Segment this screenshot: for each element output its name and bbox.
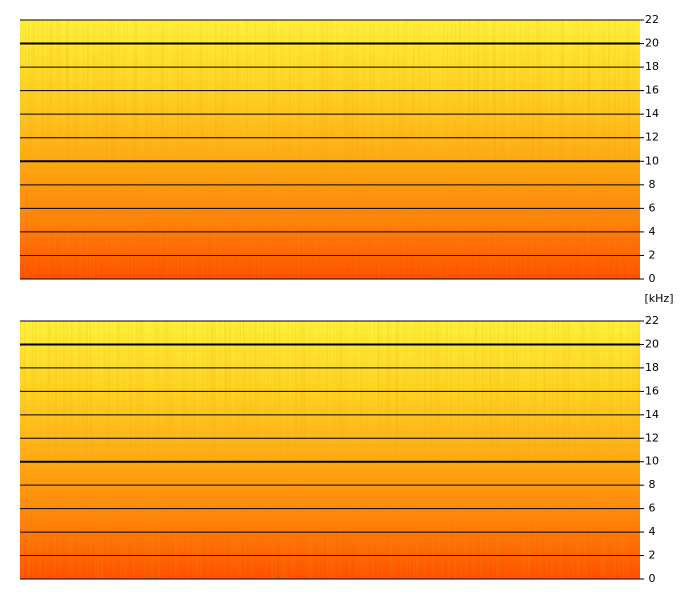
y-tick-label: 22 xyxy=(645,13,659,26)
y-tick-label: 4 xyxy=(649,225,656,238)
y-tick-label: 14 xyxy=(645,107,659,120)
y-tick-label: 2 xyxy=(649,549,656,562)
y-tick-label: 12 xyxy=(645,431,659,444)
y-tick-label: 6 xyxy=(649,502,656,515)
y-tick-label: 4 xyxy=(649,525,656,538)
y-tick-label: 10 xyxy=(645,154,659,167)
y-tick-label: 6 xyxy=(649,201,656,214)
y-tick-label: 16 xyxy=(645,84,659,97)
spectrogram-texture xyxy=(20,20,640,279)
y-tick-label: 0 xyxy=(649,272,656,285)
y-tick-label: 8 xyxy=(649,478,656,491)
y-tick-label: 20 xyxy=(645,337,659,350)
y-tick-label: 22 xyxy=(645,314,659,327)
y-axis-label: [kHz] xyxy=(645,292,674,305)
y-tick-label: 14 xyxy=(645,408,659,421)
y-tick-label: 12 xyxy=(645,131,659,144)
y-tick-label: 20 xyxy=(645,37,659,50)
y-tick-label: 10 xyxy=(645,455,659,468)
y-tick-label: 18 xyxy=(645,361,659,374)
y-tick-label: 0 xyxy=(649,572,656,585)
y-tick-label: 16 xyxy=(645,384,659,397)
y-tick-label: 8 xyxy=(649,178,656,191)
spectrogram-texture xyxy=(20,321,640,579)
y-tick-label: 18 xyxy=(645,60,659,73)
y-tick-label: 2 xyxy=(649,248,656,261)
